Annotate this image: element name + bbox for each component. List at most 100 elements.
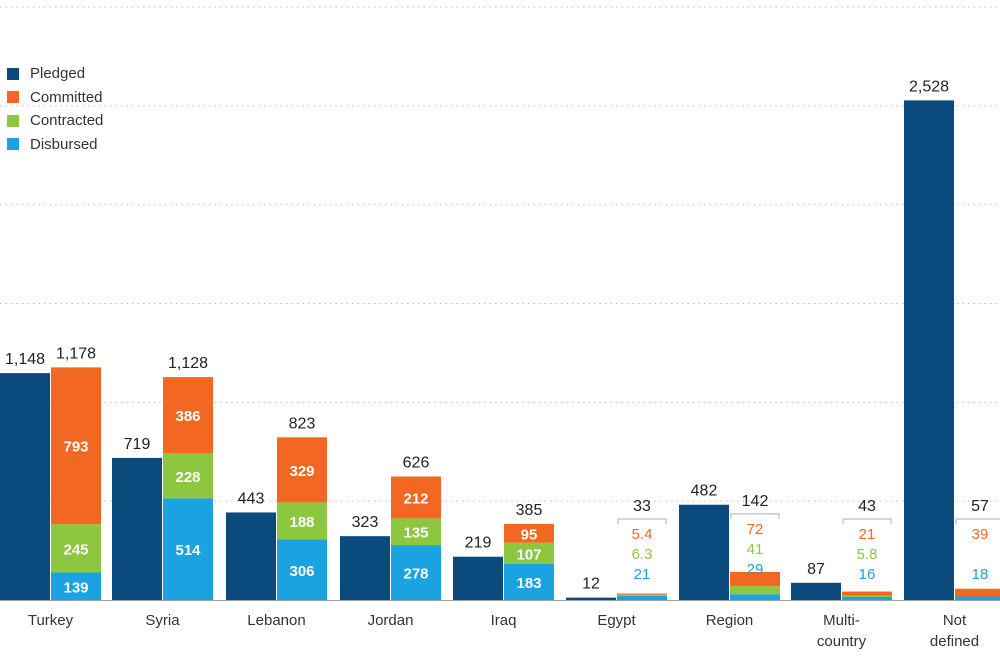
label-contracted: 6.3 xyxy=(632,546,653,563)
bar-committed xyxy=(51,367,101,525)
label-bracket xyxy=(955,518,1000,524)
bar-contracted xyxy=(504,542,554,564)
legend-item-committed: Committed xyxy=(7,86,103,110)
bar-committed xyxy=(955,588,1000,597)
x-tick-label: defined xyxy=(930,633,979,650)
legend-swatch-contracted xyxy=(7,114,19,127)
bar-disbursed xyxy=(51,572,101,600)
bar-committed xyxy=(277,437,327,503)
bar-pledged xyxy=(566,597,616,600)
label-committed-total: 57 xyxy=(971,498,989,515)
bar-disbursed xyxy=(277,539,327,600)
bar-committed xyxy=(391,476,441,519)
legend-label: Contracted xyxy=(30,112,104,130)
bar-disbursed xyxy=(163,498,213,600)
x-tick-label: Syria xyxy=(145,612,180,629)
bar-disbursed xyxy=(617,595,667,600)
label-committed: 95 xyxy=(521,526,538,543)
bar-pledged xyxy=(0,373,50,600)
bar-disbursed xyxy=(504,563,554,600)
bar-committed xyxy=(730,571,780,587)
bar-disbursed xyxy=(391,545,441,600)
label-disbursed: 278 xyxy=(403,566,428,583)
label-contracted: 107 xyxy=(516,546,541,563)
label-committed-total: 385 xyxy=(516,502,543,519)
label-pledged: 2,528 xyxy=(909,78,949,95)
label-pledged: 323 xyxy=(352,514,379,531)
label-pledged: 87 xyxy=(807,561,825,578)
bar-disbursed xyxy=(955,596,1000,600)
x-tick-label: Iraq xyxy=(491,612,517,629)
label-pledged: 219 xyxy=(465,535,492,552)
x-tick-label: Multi- xyxy=(823,612,860,629)
bar-contracted xyxy=(277,502,327,540)
label-committed: 5.4 xyxy=(632,526,653,543)
label-committed-total: 1,178 xyxy=(56,345,96,362)
label-contracted: 135 xyxy=(403,525,428,542)
bar-contracted xyxy=(730,586,780,595)
bars xyxy=(0,100,1000,600)
bar-disbursed xyxy=(730,594,780,600)
bar-committed xyxy=(842,591,892,596)
x-axis: Turkey Syria Lebanon Jordan Iraq Egypt Region M… xyxy=(0,600,1000,650)
label-pledged: 719 xyxy=(124,436,151,453)
label-disbursed: 16 xyxy=(859,566,876,583)
x-tick-label: Turkey xyxy=(28,612,74,629)
legend-swatch-pledged xyxy=(7,67,19,80)
label-contracted: 5.8 xyxy=(857,546,878,563)
legend-swatch-disbursed xyxy=(7,138,19,151)
bar-contracted xyxy=(617,594,667,596)
x-tick-label: Lebanon xyxy=(247,612,305,629)
label-disbursed: 18 xyxy=(972,566,989,583)
label-disbursed: 29 xyxy=(747,561,764,578)
label-disbursed: 21 xyxy=(634,566,651,583)
bar-pledged xyxy=(904,100,954,600)
legend-swatch-committed xyxy=(7,91,19,104)
label-committed-total: 43 xyxy=(858,498,876,515)
legend-label: Disbursed xyxy=(30,135,98,153)
x-tick-label: Region xyxy=(706,612,754,629)
bar-pledged xyxy=(340,536,390,600)
label-committed: 72 xyxy=(747,521,764,538)
bar-committed xyxy=(163,377,213,454)
bar-contracted xyxy=(842,595,892,597)
data-labels: 1,148 139 245 793 1,178 719 514 228 386 1,128 443 3… xyxy=(5,78,1000,596)
bar-contracted xyxy=(51,524,101,573)
label-pledged: 443 xyxy=(238,490,265,507)
label-disbursed: 139 xyxy=(63,579,88,596)
label-contracted: 228 xyxy=(175,469,200,486)
label-contracted: 188 xyxy=(289,514,314,531)
legend-item-contracted: Contracted xyxy=(7,109,103,133)
bar-pledged xyxy=(112,457,162,600)
bar-pledged xyxy=(679,504,729,600)
label-committed: 793 xyxy=(63,439,88,456)
bar-disbursed xyxy=(842,596,892,600)
label-bracket xyxy=(842,518,892,524)
label-disbursed: 306 xyxy=(289,563,314,580)
label-committed: 212 xyxy=(403,490,428,507)
x-tick-label: Not xyxy=(943,612,967,629)
label-committed: 21 xyxy=(859,526,876,543)
label-committed: 329 xyxy=(289,463,314,480)
x-tick-label: country xyxy=(817,633,867,650)
label-pledged: 1,148 xyxy=(5,351,45,368)
legend-item-pledged: Pledged xyxy=(7,62,103,86)
label-pledged: 482 xyxy=(691,483,718,500)
gridlines xyxy=(0,6,1000,502)
bar-pledged xyxy=(453,556,503,600)
label-bracket xyxy=(730,513,780,519)
bar-committed xyxy=(504,523,554,543)
label-committed: 386 xyxy=(175,408,200,425)
label-committed: 39 xyxy=(972,526,989,543)
label-committed-total: 823 xyxy=(289,415,316,432)
x-tick-label: Jordan xyxy=(368,612,414,629)
label-committed-total: 33 xyxy=(633,498,651,515)
bar-pledged xyxy=(226,512,276,600)
label-committed-total: 1,128 xyxy=(168,355,208,372)
label-contracted: 41 xyxy=(747,541,764,558)
bar-contracted xyxy=(391,518,441,546)
bar-contracted xyxy=(163,453,213,499)
label-bracket xyxy=(617,518,667,524)
label-disbursed: 514 xyxy=(175,542,201,559)
